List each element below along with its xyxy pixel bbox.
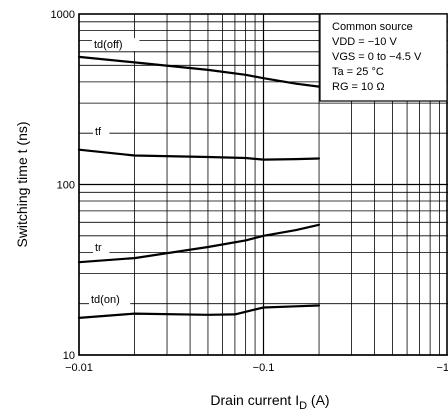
x-axis-label: Drain current ID (A)	[210, 392, 329, 412]
condition-line: Ta = 25 °C	[332, 66, 384, 78]
conditions-box: Common source VDD = −10 V VGS = 0 to −4.5 …	[319, 13, 448, 102]
series-label-bg-tdon	[89, 293, 131, 306]
condition-line: RG = 10 Ω	[332, 81, 385, 93]
x-tick-label: −0.1	[253, 362, 275, 374]
x-tick-label: −0.01	[65, 362, 93, 374]
y-tick-label: 1000	[51, 9, 75, 21]
series-label-tr: tr	[95, 242, 102, 254]
series-label-bg-tf	[93, 125, 110, 138]
y-tick-label: 100	[57, 180, 75, 192]
series-line-tdon	[77, 304, 321, 319]
series-label-bg-tr	[93, 241, 110, 254]
conditions-frame	[319, 13, 448, 102]
series-label-bg-tdoff	[92, 38, 140, 51]
y-tick-labels: 10 100 1000	[51, 9, 75, 362]
series-line-tr	[77, 223, 321, 264]
plot-frame	[78, 13, 448, 356]
series-labels: td(off) tf tr td(on)	[89, 38, 140, 306]
series-line-tf	[77, 148, 321, 161]
condition-line: VDD = −10 V	[332, 36, 397, 48]
series-layer	[77, 55, 321, 319]
condition-line: VGS = 0 to −4.5 V	[332, 51, 422, 63]
series-line-tdoff	[77, 55, 321, 88]
series-label-tdon: td(on)	[91, 294, 120, 306]
series-label-tf: tf	[95, 126, 102, 138]
condition-line: Common source	[332, 21, 413, 33]
series-label-tdoff: td(off)	[94, 39, 123, 51]
x-tick-labels: −0.01 −0.1 −1	[65, 362, 448, 374]
x-tick-label: −1	[436, 362, 448, 374]
y-axis-label: Switching time t (ns)	[14, 121, 30, 247]
y-tick-label: 10	[63, 350, 75, 362]
